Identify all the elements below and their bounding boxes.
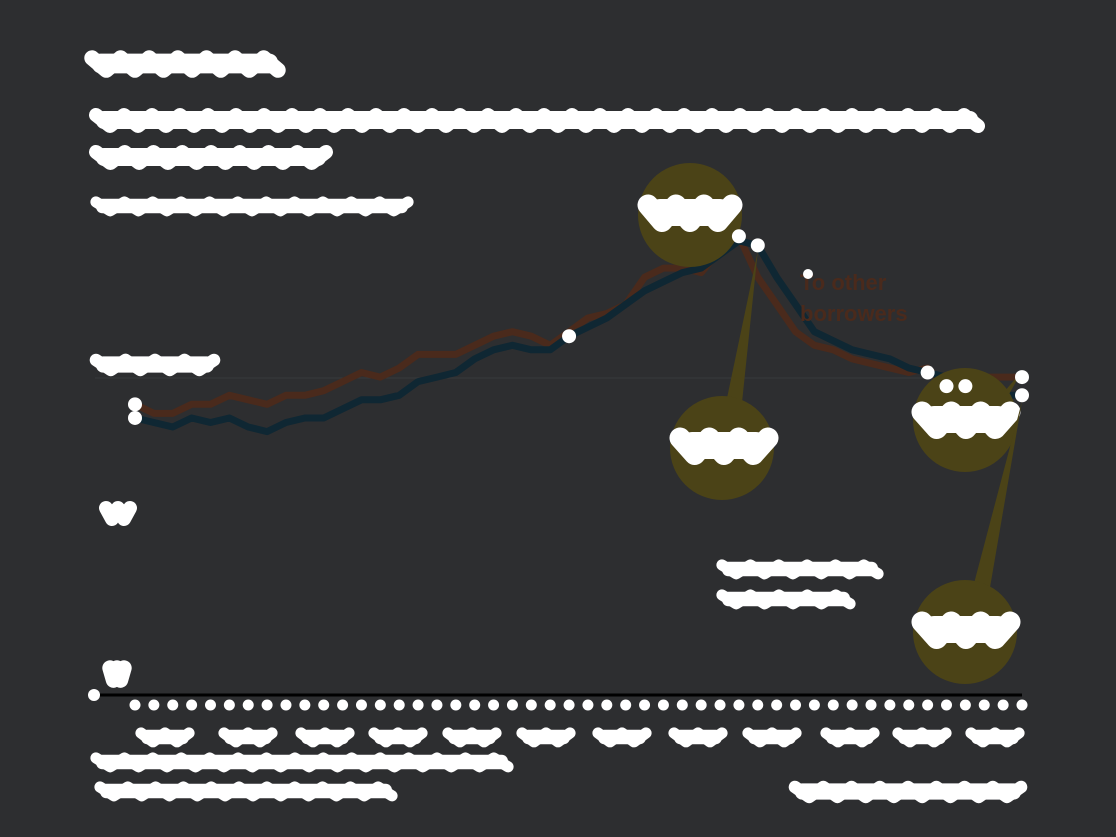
redacted-callout-value <box>669 427 779 465</box>
redacted-y-tick-label <box>89 353 221 377</box>
x-axis-tick <box>280 699 292 711</box>
x-axis-tick <box>714 699 726 711</box>
x-axis-tick <box>544 699 556 711</box>
x-axis-tick <box>846 699 858 711</box>
redacted-callout-value <box>637 194 743 232</box>
series-line-other-borrowers <box>131 232 1026 417</box>
redacted-series-label-line-1 <box>716 559 884 580</box>
redacted-subtitle-line-1 <box>89 108 985 133</box>
redacted-x-tick-label <box>516 727 576 748</box>
redacted-credit <box>788 780 1028 804</box>
x-axis-tick <box>506 699 518 711</box>
redacted-series-label-line-2 <box>716 589 856 610</box>
x-axis-tick <box>790 699 802 711</box>
data-point-marker <box>1015 370 1029 385</box>
data-point-marker <box>750 238 765 253</box>
x-axis-tick <box>431 699 443 711</box>
data-point-marker <box>1015 388 1029 403</box>
redacted-x-tick-label <box>742 727 802 748</box>
redacted-x-tick-label <box>295 727 355 748</box>
x-axis-tick <box>620 699 632 711</box>
x-axis-tick <box>412 699 424 711</box>
x-axis-tick <box>563 699 575 711</box>
x-axis-tick <box>922 699 934 711</box>
x-axis-tick <box>242 699 254 711</box>
redacted-x-tick-label <box>668 727 728 748</box>
data-point-marker <box>958 379 973 394</box>
x-axis-tick <box>657 699 669 711</box>
data-point-marker <box>939 379 954 394</box>
redacted-callout-value <box>911 611 1021 649</box>
x-axis-origin-marker <box>88 689 100 701</box>
x-axis-tick <box>223 699 235 711</box>
redacted-y-tick-label <box>99 501 137 526</box>
x-axis-tick <box>884 699 896 711</box>
x-axis-tick <box>299 699 311 711</box>
x-axis-tick <box>601 699 613 711</box>
x-axis-tick <box>167 699 179 711</box>
redacted-x-tick-label <box>218 727 278 748</box>
x-axis-tick <box>771 699 783 711</box>
x-axis-tick <box>941 699 953 711</box>
series-label-other-borrowers: To other borrowers <box>800 270 908 326</box>
redacted-callout-value <box>911 401 1021 439</box>
x-axis-tick <box>450 699 462 711</box>
x-axis-tick <box>695 699 707 711</box>
x-axis-tick <box>525 699 537 711</box>
redacted-x-tick-label <box>368 727 428 748</box>
redacted-x-tick-label <box>442 727 502 748</box>
x-axis-tick <box>393 699 405 711</box>
x-axis-tick <box>827 699 839 711</box>
x-axis-tick <box>355 699 367 711</box>
redacted-source-line-1 <box>90 752 514 773</box>
x-axis-tick <box>1016 699 1028 711</box>
series-line-second <box>131 237 1026 436</box>
redacted-unit-label <box>90 196 414 217</box>
redacted-x-tick-label <box>965 727 1025 748</box>
redacted-x-tick-label <box>135 727 195 748</box>
x-axis-tick <box>639 699 651 711</box>
data-point-marker <box>128 397 142 412</box>
x-axis-tick <box>469 699 481 711</box>
x-axis-tick <box>865 699 877 711</box>
x-axis-tick <box>337 699 349 711</box>
x-axis-tick <box>318 699 330 711</box>
redacted-subtitle-line-2 <box>89 145 333 170</box>
data-point-marker <box>731 229 746 244</box>
x-axis-tick <box>204 699 216 711</box>
x-axis-tick <box>488 699 500 711</box>
x-axis-tick <box>752 699 764 711</box>
redacted-y-tick-label <box>102 660 132 688</box>
x-axis-tick <box>808 699 820 711</box>
x-axis-tick <box>186 699 198 711</box>
data-point-marker <box>562 329 577 344</box>
x-axis-tick <box>903 699 915 711</box>
x-axis-tick <box>959 699 971 711</box>
redacted-x-tick-label <box>892 727 952 748</box>
x-axis-tick <box>676 699 688 711</box>
x-axis-tick <box>261 699 273 711</box>
redacted-x-tick-label <box>820 727 880 748</box>
label-marker <box>803 269 813 279</box>
x-axis-tick <box>129 699 141 711</box>
redacted-x-tick-label <box>592 727 652 748</box>
x-axis-tick <box>148 699 160 711</box>
x-axis-tick <box>997 699 1009 711</box>
x-axis-tick <box>582 699 594 711</box>
data-point-marker <box>128 410 142 425</box>
x-axis-tick <box>374 699 386 711</box>
redacted-title <box>84 50 286 78</box>
x-axis-tick <box>978 699 990 711</box>
x-axis-tick <box>733 699 745 711</box>
redacted-source-line-2 <box>94 781 398 802</box>
data-point-marker <box>920 365 935 380</box>
